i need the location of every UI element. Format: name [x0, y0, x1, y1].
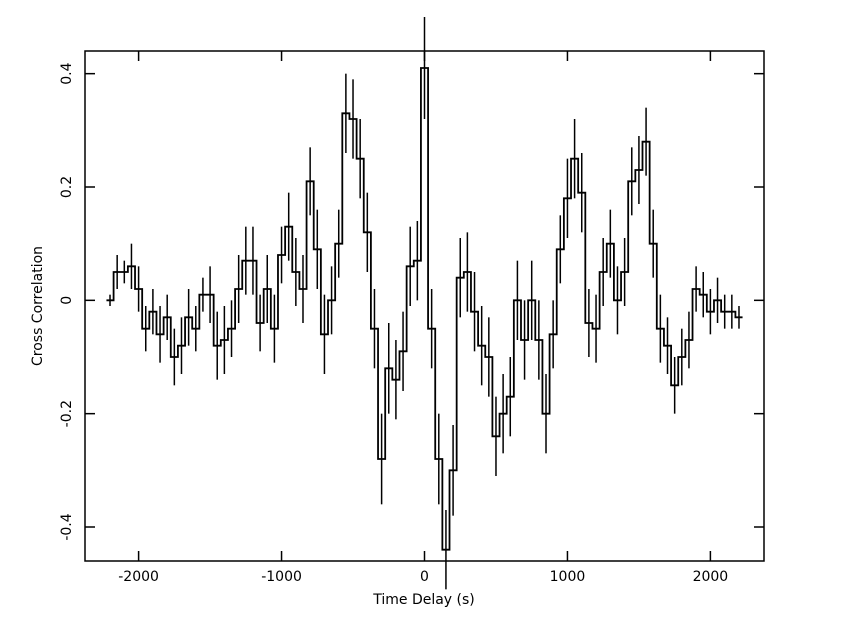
x-tick-label: -2000: [118, 569, 159, 585]
x-tick-label: 1000: [550, 569, 586, 585]
y-tick-label: -0.4: [59, 513, 75, 540]
y-tick-label: 0.2: [59, 176, 75, 198]
y-tick-label: -0.2: [59, 400, 75, 427]
y-tick-label: 0.4: [59, 62, 75, 84]
y-axis-label: Cross Correlation: [30, 246, 46, 366]
x-tick-label: 2000: [693, 569, 729, 585]
x-tick-label: -1000: [261, 569, 302, 585]
x-tick-label: 0: [420, 569, 429, 585]
step-line: [106, 67, 743, 551]
plot-frame: [84, 50, 765, 562]
y-tick-label: 0: [59, 296, 75, 305]
x-axis-label: Time Delay (s): [372, 592, 475, 608]
